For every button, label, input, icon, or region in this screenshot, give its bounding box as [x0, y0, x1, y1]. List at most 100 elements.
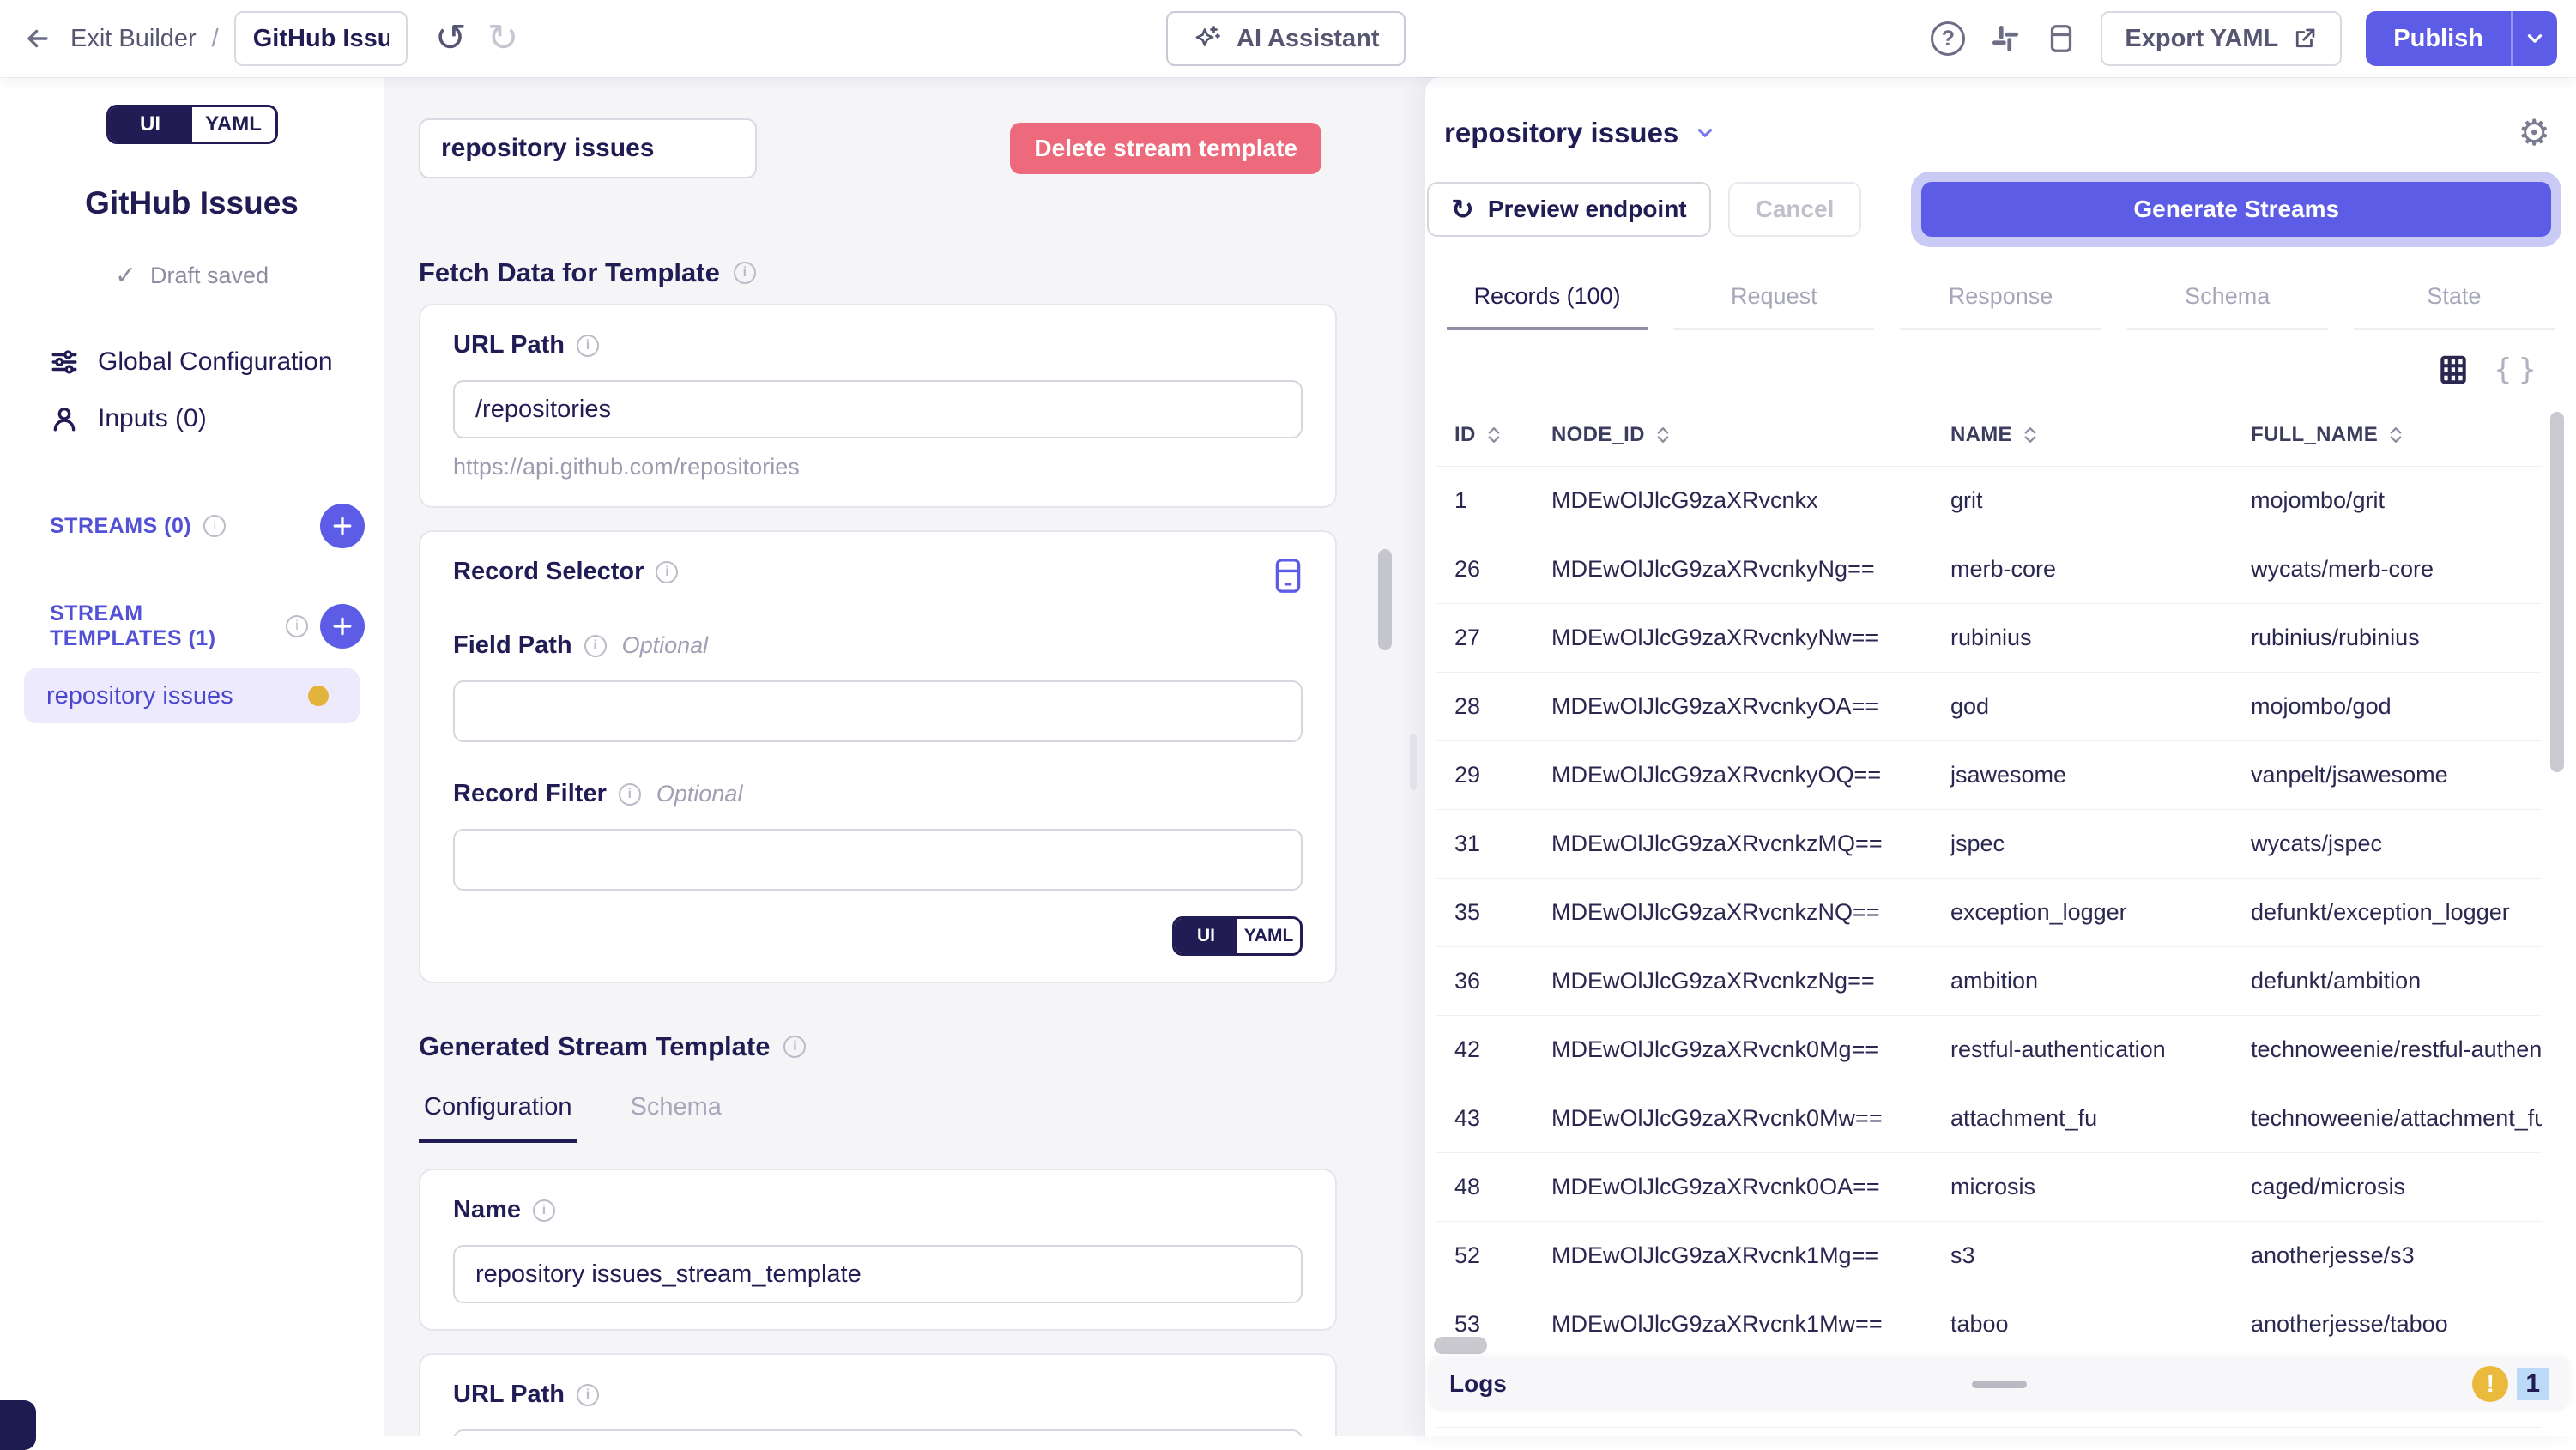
logs-drag-handle[interactable] — [1971, 1380, 2027, 1388]
cell-name: jsawesome — [1950, 740, 2251, 810]
table-row[interactable]: 53 MDEwOlJlcG9zaXRvcnk1Mw== taboo anothe… — [1436, 1290, 2542, 1359]
sidebar-item-global-configuration[interactable]: Global Configuration — [0, 334, 384, 390]
preview-stream-title: repository issues — [1444, 117, 1679, 148]
undo-icon[interactable]: ↺ — [434, 16, 467, 60]
optional-label: Optional — [621, 632, 709, 658]
table-row[interactable]: 48 MDEwOlJlcG9zaXRvcnk0OA== microsis cag… — [1436, 1152, 2542, 1222]
add-stream-template-button[interactable] — [320, 604, 365, 649]
cell-full-name: technoweenie/restful-authentication — [2251, 1015, 2542, 1084]
column-header-node-id[interactable]: NODE_ID — [1551, 404, 1950, 467]
toggle-yaml[interactable]: YAML — [1237, 919, 1300, 953]
generate-streams-button[interactable]: Generate Streams — [1921, 182, 2551, 237]
table-row[interactable]: 31 MDEwOlJlcG9zaXRvcnkzMQ== jspec wycats… — [1436, 809, 2542, 879]
export-yaml-label: Export YAML — [2125, 24, 2279, 52]
builder-scrollbar-thumb[interactable] — [1378, 549, 1392, 650]
export-yaml-button[interactable]: Export YAML — [2101, 11, 2343, 66]
cell-node-id: MDEwOlJlcG9zaXRvcnkzNg== — [1551, 946, 1950, 1016]
column-header-name[interactable]: NAME — [1950, 404, 2251, 467]
chevron-down-icon — [1698, 129, 1713, 137]
preview-tabs: Records (100) Request Response Schema St… — [1425, 283, 2576, 330]
tab-request[interactable]: Request — [1673, 283, 1875, 330]
sidebar-item-inputs[interactable]: Inputs (0) — [0, 390, 384, 447]
json-view-icon[interactable]: { } — [2493, 353, 2537, 387]
table-row[interactable]: 35 MDEwOlJlcG9zaXRvcnkzNQ== exception_lo… — [1436, 878, 2542, 947]
stream-templates-section-header: STREAM TEMPLATES (1) — [0, 601, 384, 651]
cancel-button[interactable]: Cancel — [1727, 182, 1862, 237]
docs-book-icon[interactable] — [1273, 558, 1303, 594]
sidebar-item-repository-issues[interactable]: repository issues — [24, 668, 360, 723]
record-filter-input[interactable] — [453, 829, 1303, 891]
redo-icon[interactable]: ↻ — [487, 16, 519, 60]
tab-schema[interactable]: Schema — [2126, 283, 2328, 330]
table-row[interactable]: 27 MDEwOlJlcG9zaXRvcnkyNw== rubinius rub… — [1436, 603, 2542, 673]
toggle-yaml[interactable]: YAML — [191, 107, 275, 142]
stream-templates-label: STREAM TEMPLATES (1) — [50, 601, 216, 650]
tab-records[interactable]: Records (100) — [1447, 283, 1648, 330]
delete-stream-template-button[interactable]: Delete stream template — [1010, 123, 1321, 174]
url-path-input[interactable] — [453, 380, 1303, 438]
info-icon — [286, 615, 308, 637]
publish-button[interactable]: Publish — [2393, 24, 2483, 52]
docs-icon[interactable] — [2046, 23, 2077, 54]
sidebar: UI YAML GitHub Issues ✓ Draft saved Glob… — [0, 77, 384, 1436]
table-row[interactable]: 28 MDEwOlJlcG9zaXRvcnkyOA== god mojombo/… — [1436, 672, 2542, 741]
cell-node-id: MDEwOlJlcG9zaXRvcnkyOA== — [1551, 672, 1950, 741]
table-row[interactable]: 52 MDEwOlJlcG9zaXRvcnk1Mg== s3 anotherje… — [1436, 1221, 2542, 1290]
back-arrow-icon[interactable] — [19, 20, 57, 57]
generated-url-path-input[interactable] — [453, 1429, 1303, 1436]
url-path-hint: https://api.github.com/repositories — [453, 454, 800, 480]
column-header-id[interactable]: ID — [1436, 404, 1551, 467]
settings-gear-icon[interactable]: ⚙ — [2518, 112, 2550, 154]
records-vertical-scrollbar-thumb[interactable] — [2550, 412, 2564, 772]
record-selector-label-row: Record Selector — [453, 558, 679, 586]
topbar-left: Exit Builder / ↺ ↻ — [19, 11, 518, 66]
tab-state[interactable]: State — [2353, 283, 2555, 330]
cell-full-name: caged/microsis — [2251, 1152, 2542, 1222]
toggle-ui[interactable]: UI — [108, 107, 192, 142]
publish-dropdown-button[interactable] — [2511, 11, 2557, 66]
table-row[interactable]: 43 MDEwOlJlcG9zaXRvcnk0Mw== attachment_f… — [1436, 1084, 2542, 1153]
table-row[interactable]: 29 MDEwOlJlcG9zaXRvcnkyOQ== jsawesome va… — [1436, 740, 2542, 810]
cell-name: grit — [1950, 466, 2251, 535]
column-header-full-name[interactable]: FULL_NAME — [2251, 404, 2542, 467]
generated-name-input[interactable] — [453, 1245, 1303, 1303]
sort-icon — [2024, 427, 2036, 443]
help-icon[interactable] — [1931, 21, 1966, 56]
table-view-icon[interactable] — [2437, 353, 2470, 386]
connector-title: GitHub Issues — [85, 185, 299, 221]
cell-full-name: technoweenie/attachment_fu — [2251, 1084, 2542, 1153]
tab-configuration[interactable]: Configuration — [419, 1093, 577, 1143]
exit-builder-link[interactable]: Exit Builder — [70, 24, 197, 52]
stream-template-name-input[interactable] — [419, 118, 757, 178]
table-row[interactable]: 36 MDEwOlJlcG9zaXRvcnkzNg== ambition def… — [1436, 946, 2542, 1016]
records-horizontal-scrollbar-thumb[interactable] — [1434, 1337, 1487, 1354]
info-icon — [733, 262, 756, 284]
ai-assistant-button[interactable]: AI Assistant — [1166, 11, 1406, 66]
table-row[interactable]: 1 MDEwOlJlcG9zaXRvcnkx grit mojombo/grit — [1436, 466, 2542, 535]
cell-name: exception_logger — [1950, 878, 2251, 947]
tab-schema[interactable]: Schema — [630, 1093, 722, 1121]
generated-tabs: Configuration Schema — [419, 1093, 1337, 1143]
field-path-label-row: Field Path Optional — [453, 631, 1303, 660]
logs-bar[interactable]: Logs 1 — [1429, 1357, 2569, 1411]
field-path-input[interactable] — [453, 680, 1303, 742]
panel-resize-handle[interactable] — [1410, 734, 1417, 790]
preview-endpoint-button[interactable]: ↻ Preview endpoint — [1427, 182, 1711, 237]
cell-id: 26 — [1436, 535, 1551, 604]
table-header-row: ID NODE_ID NAME FULL_NAME — [1436, 404, 2542, 467]
connector-name-input[interactable] — [233, 11, 408, 66]
slack-icon[interactable] — [1989, 22, 2022, 55]
user-icon — [53, 407, 76, 432]
preview-stream-selector[interactable]: repository issues — [1444, 117, 1716, 149]
table-row[interactable]: 26 MDEwOlJlcG9zaXRvcnkyNg== merb-core wy… — [1436, 535, 2542, 604]
toggle-ui[interactable]: UI — [1175, 919, 1237, 953]
table-row[interactable]: 42 MDEwOlJlcG9zaXRvcnk0Mg== restful-auth… — [1436, 1015, 2542, 1084]
add-stream-button[interactable] — [320, 504, 365, 548]
logs-label: Logs — [1449, 1370, 1507, 1397]
info-icon — [203, 515, 227, 537]
tab-response[interactable]: Response — [1900, 283, 2101, 330]
record-filter-label-row: Record Filter Optional — [453, 780, 1303, 808]
cell-name: microsis — [1950, 1152, 2251, 1222]
cell-node-id: MDEwOlJlcG9zaXRvcnk1Mw== — [1551, 1290, 1950, 1359]
